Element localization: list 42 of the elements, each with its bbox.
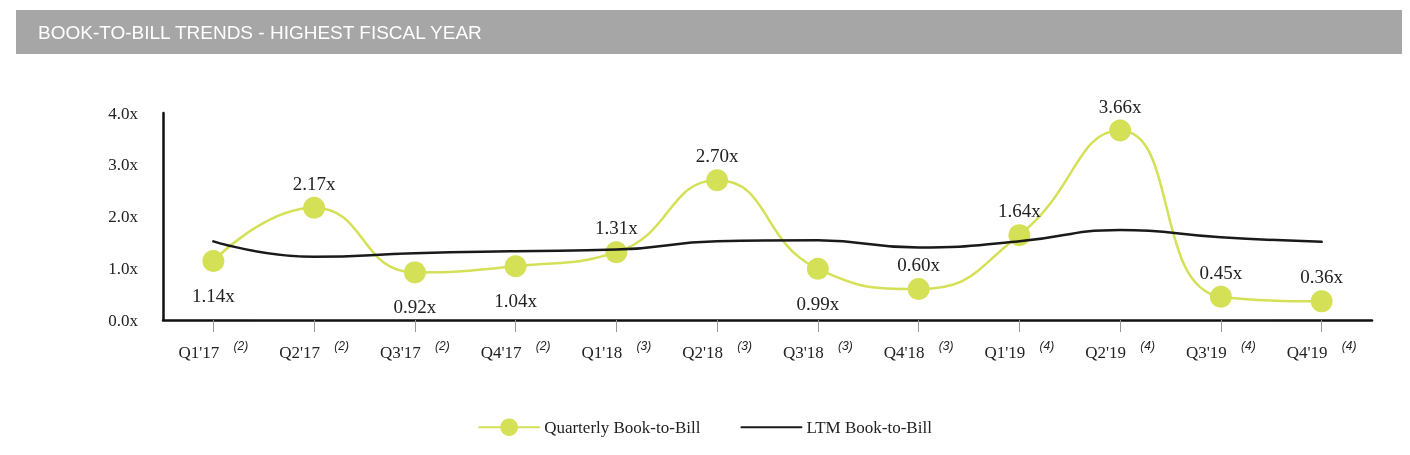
data-label: 1.31x <box>595 217 639 239</box>
x-tick-label: Q2'17 (2) <box>279 339 350 362</box>
point <box>907 277 930 300</box>
data-label: 0.45x <box>1199 261 1243 283</box>
y-tick-label: 4.0x <box>108 103 139 123</box>
y-tick-label: 2.0x <box>108 207 139 226</box>
point <box>1209 285 1232 308</box>
data-label: 1.64x <box>998 200 1042 222</box>
data-label: 0.99x <box>796 292 840 314</box>
legend-label: Quarterly Book-to-Bill <box>544 417 701 437</box>
point <box>202 250 225 272</box>
chart-title: BOOK-TO-BILL TRENDS - HIGHEST FISCAL YEAR <box>38 21 482 43</box>
x-tick-label: Q1'17 (2) <box>178 339 249 362</box>
data-label: 1.14x <box>192 285 236 307</box>
point <box>303 196 326 219</box>
x-tick-label: Q4'19 (4) <box>1286 339 1357 362</box>
data-label: 1.04x <box>494 290 538 312</box>
data-label: 0.36x <box>1300 266 1344 288</box>
x-tick-label: Q4'18 (3) <box>883 339 954 362</box>
point <box>403 261 426 284</box>
data-label: 2.17x <box>292 172 336 194</box>
x-tick-label: Q3'19 (4) <box>1186 339 1256 362</box>
point <box>1310 290 1333 313</box>
x-tick-label: Q3'18 (3) <box>783 339 853 362</box>
data-label: 2.70x <box>695 145 739 167</box>
point <box>504 255 527 278</box>
y-tick-label: 1.0x <box>108 258 139 278</box>
x-tick-label: Q1'19 (4) <box>984 339 1055 362</box>
data-label: 0.60x <box>897 253 941 275</box>
x-tick-label: Q4'17 (2) <box>480 339 551 362</box>
legend-label: LTM Book-to-Bill <box>806 417 933 437</box>
point <box>806 257 829 280</box>
x-tick-label: Q2'18 (3) <box>682 339 753 362</box>
point <box>706 169 729 192</box>
x-tick-label: Q1'18 (3) <box>581 339 652 362</box>
x-tick-label: Q2'19 (4) <box>1085 339 1156 362</box>
y-tick-label: 3.0x <box>108 155 139 175</box>
y-tick-label: 0.0x <box>108 310 139 330</box>
data-label: 3.66x <box>1098 95 1142 117</box>
point <box>1109 119 1132 142</box>
x-tick-label: Q3'17 (2) <box>380 339 450 362</box>
data-label: 0.92x <box>393 296 437 318</box>
